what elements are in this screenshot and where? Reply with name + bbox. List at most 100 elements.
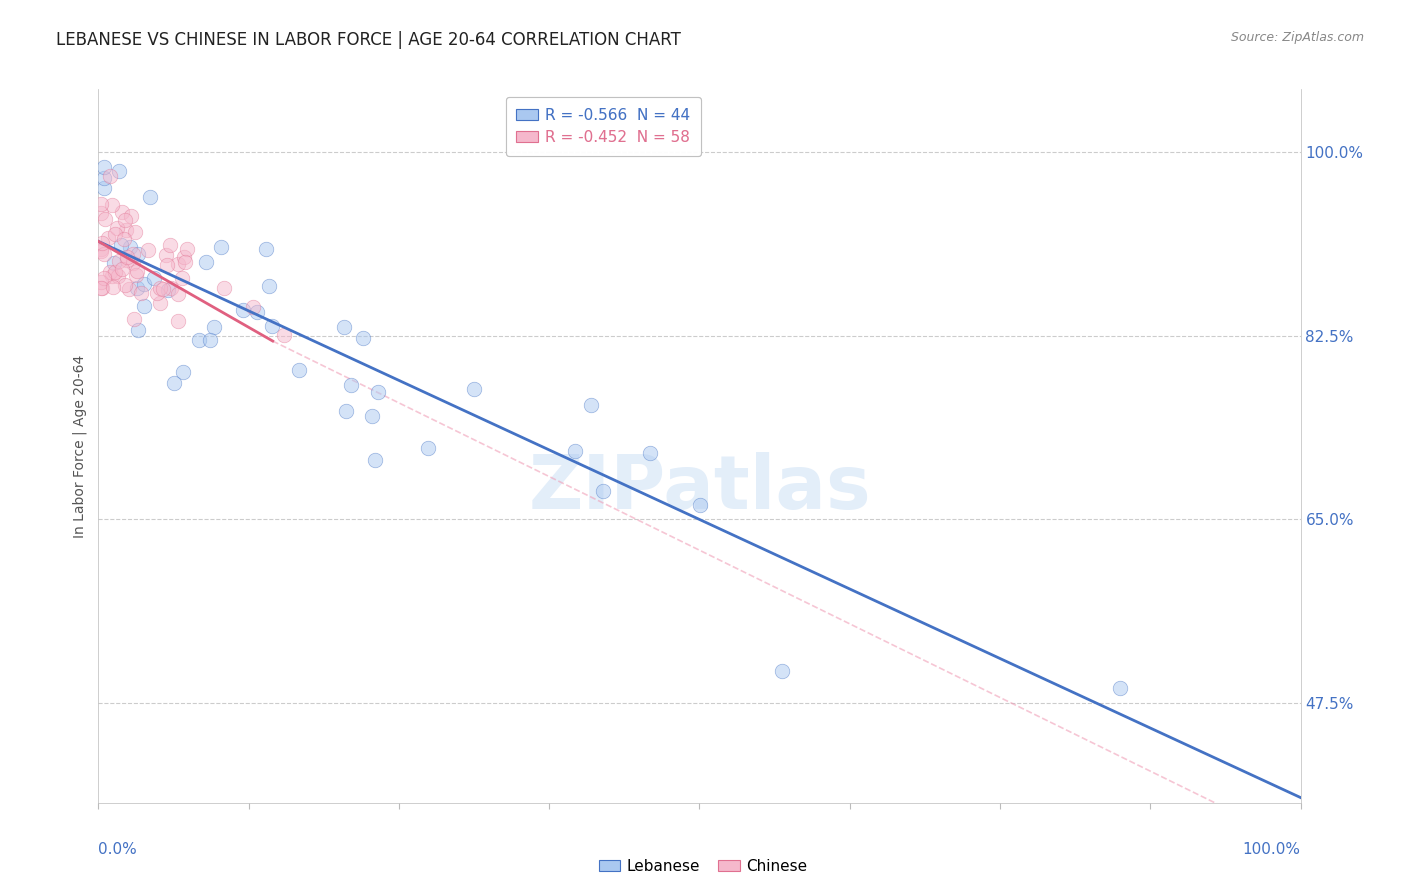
Point	[104, 265, 127, 279]
Point	[93, 160, 115, 174]
Point	[90, 206, 112, 220]
Point	[103, 279, 125, 293]
Point	[122, 247, 145, 261]
Point	[155, 248, 177, 262]
Point	[114, 278, 136, 293]
Point	[242, 300, 264, 314]
Point	[90, 276, 112, 290]
Point	[638, 445, 661, 459]
Point	[172, 365, 194, 379]
Point	[156, 283, 179, 297]
Point	[689, 498, 711, 512]
Point	[114, 212, 136, 227]
Point	[127, 323, 149, 337]
Point	[209, 240, 232, 254]
Point	[152, 282, 174, 296]
Point	[115, 250, 138, 264]
Point	[149, 296, 172, 310]
Point	[463, 382, 485, 396]
Point	[104, 227, 127, 242]
Point	[167, 314, 190, 328]
Point	[107, 268, 129, 283]
Point	[254, 242, 277, 256]
Point	[129, 285, 152, 300]
Point	[212, 281, 235, 295]
Point	[98, 169, 121, 183]
Point	[202, 319, 225, 334]
Point	[335, 404, 357, 418]
Point	[90, 281, 112, 295]
Point	[90, 281, 112, 295]
Point	[111, 205, 134, 219]
Point	[101, 268, 124, 283]
Point	[564, 444, 586, 458]
Point	[97, 231, 120, 245]
Text: ZIPatlas: ZIPatlas	[529, 452, 870, 525]
Legend: Lebanese, Chinese: Lebanese, Chinese	[593, 853, 813, 880]
Point	[176, 242, 198, 256]
Point	[93, 271, 115, 285]
Point	[198, 334, 221, 348]
Point	[361, 409, 384, 424]
Point	[155, 258, 177, 272]
Point	[105, 221, 128, 235]
Point	[125, 281, 148, 295]
Point	[352, 331, 374, 345]
Point	[142, 270, 165, 285]
Point	[111, 261, 134, 276]
Point	[187, 333, 209, 347]
Point	[134, 299, 156, 313]
Point	[167, 287, 190, 301]
Point	[127, 247, 149, 261]
Point	[90, 197, 112, 211]
Point	[125, 263, 148, 277]
Point	[772, 664, 794, 678]
Text: 100.0%: 100.0%	[1243, 842, 1301, 857]
Point	[162, 376, 184, 390]
Text: Source: ZipAtlas.com: Source: ZipAtlas.com	[1230, 31, 1364, 45]
Y-axis label: In Labor Force | Age 20-64: In Labor Force | Age 20-64	[73, 354, 87, 538]
Point	[120, 240, 142, 254]
Point	[579, 398, 602, 412]
Point	[149, 280, 172, 294]
Point	[367, 385, 389, 400]
Point	[363, 453, 385, 467]
Point	[115, 252, 138, 267]
Point	[93, 171, 115, 186]
Point	[93, 181, 115, 195]
Point	[170, 270, 193, 285]
Point	[90, 242, 112, 256]
Legend: R = -0.566  N = 44, R = -0.452  N = 58: R = -0.566 N = 44, R = -0.452 N = 58	[506, 97, 702, 156]
Point	[273, 328, 295, 343]
Text: 0.0%: 0.0%	[98, 842, 138, 857]
Point	[118, 282, 141, 296]
Point	[103, 256, 125, 270]
Point	[288, 363, 311, 377]
Point	[232, 303, 254, 318]
Point	[107, 254, 129, 268]
Point	[120, 209, 142, 223]
Text: LEBANESE VS CHINESE IN LABOR FORCE | AGE 20-64 CORRELATION CHART: LEBANESE VS CHINESE IN LABOR FORCE | AGE…	[56, 31, 681, 49]
Point	[1109, 681, 1132, 695]
Point	[138, 190, 160, 204]
Point	[122, 256, 145, 270]
Point	[159, 238, 181, 252]
Point	[416, 441, 439, 455]
Point	[91, 236, 114, 251]
Point	[124, 225, 146, 239]
Point	[173, 250, 195, 264]
Point	[110, 237, 132, 252]
Point	[339, 378, 361, 392]
Point	[257, 279, 280, 293]
Point	[260, 318, 283, 333]
Point	[134, 277, 156, 291]
Point	[174, 255, 197, 269]
Point	[94, 211, 117, 226]
Point	[136, 243, 159, 257]
Point	[195, 255, 218, 269]
Point	[592, 483, 614, 498]
Point	[333, 319, 356, 334]
Point	[100, 264, 122, 278]
Point	[246, 305, 269, 319]
Point	[101, 198, 124, 212]
